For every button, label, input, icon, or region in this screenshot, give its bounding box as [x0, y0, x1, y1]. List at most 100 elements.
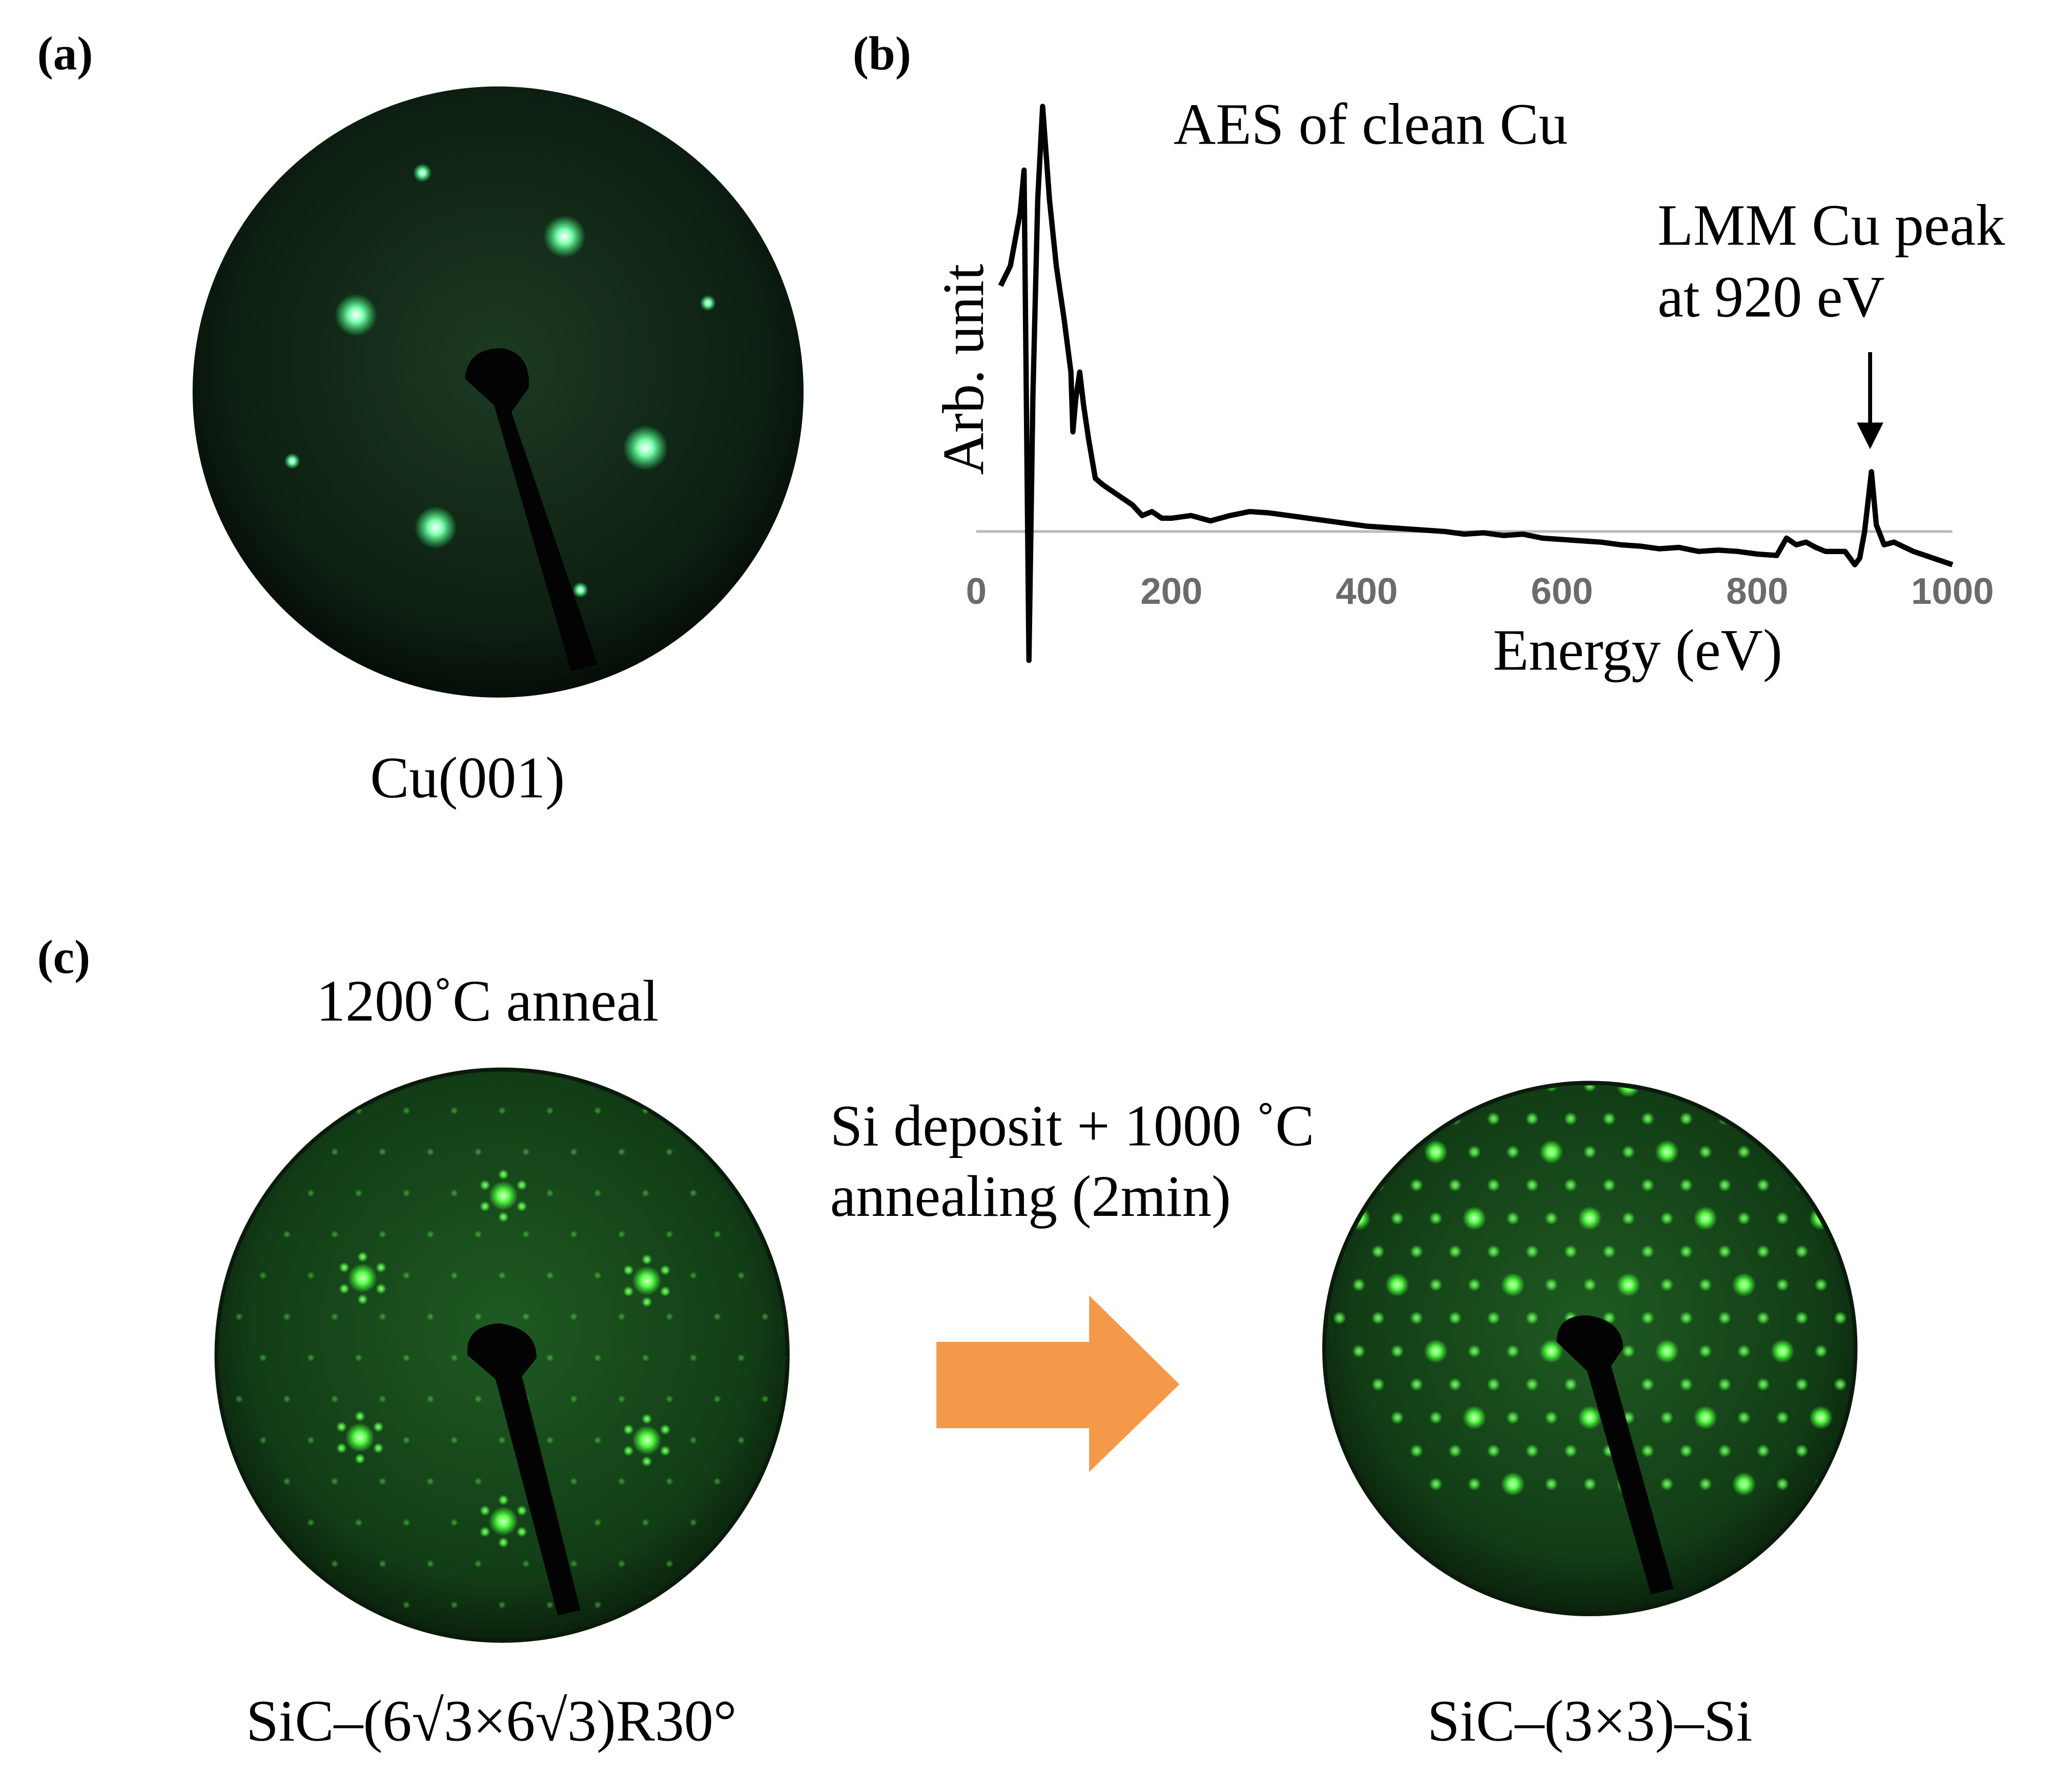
diffraction-spot [1756, 1046, 1770, 1059]
diffraction-spot [516, 1505, 527, 1516]
diffraction-spot [1256, 979, 1269, 992]
diffraction-spot [339, 1283, 350, 1294]
diffraction-spot [1487, 1112, 1501, 1126]
diffraction-spot [1525, 1444, 1539, 1458]
diffraction-spot [1718, 1046, 1731, 1059]
diffraction-spot [1467, 1344, 1481, 1358]
diffraction-spot [1467, 1477, 1481, 1491]
diffraction-spot [1833, 1377, 1847, 1391]
chart-title: AES of clean Cu [1174, 91, 1568, 156]
diffraction-spot [1886, 1339, 1910, 1363]
diffraction-spot [1814, 1278, 1828, 1292]
diffraction-spot [498, 1211, 509, 1223]
spots-c-right [1140, 941, 2020, 1496]
diffraction-spot [1217, 1046, 1230, 1059]
diffraction-spot [498, 1107, 506, 1115]
diffraction-spot [1655, 941, 1679, 965]
diffraction-spot [2007, 1411, 2020, 1424]
diffraction-spot [1660, 1278, 1674, 1292]
diffraction-spot [1987, 1378, 2001, 1391]
diffraction-spot [1814, 1145, 1828, 1159]
diffraction-spot [426, 1148, 435, 1156]
diffraction-spot [641, 1354, 650, 1362]
diffraction-spot [479, 1505, 490, 1516]
diffraction-spot [354, 1354, 363, 1362]
diffraction-spot [218, 1107, 219, 1115]
diffraction-spot [1525, 1245, 1539, 1258]
diffraction-spot [402, 1354, 411, 1362]
diffraction-spot [1410, 979, 1423, 992]
diffraction-spot [1795, 1046, 1809, 1059]
diffraction-spot [880, 1518, 889, 1527]
diffraction-spot [1718, 1444, 1732, 1458]
diffraction-spot [1564, 1444, 1577, 1458]
diffraction-spot [689, 1271, 697, 1279]
diffraction-spot [259, 1354, 267, 1362]
diffraction-spot [593, 1601, 602, 1609]
diffraction-spot [1140, 979, 1154, 992]
diffraction-spot [1539, 1139, 1564, 1164]
diffraction-spot [1545, 1278, 1558, 1292]
diffraction-spot [1564, 1377, 1577, 1391]
diffraction-spot [283, 1477, 291, 1485]
diffraction-spot [1540, 941, 1564, 965]
process-arrow [936, 1295, 1180, 1472]
diffraction-spot [618, 1148, 626, 1156]
diffraction-spot [1660, 1211, 1674, 1225]
diffraction-spot [1776, 1211, 1789, 1225]
diffraction-spot [1718, 1245, 1732, 1258]
diffraction-spot [641, 1456, 652, 1467]
diffraction-spot [139, 1230, 148, 1238]
diffraction-spot [235, 1148, 243, 1156]
diffraction-spot [1756, 1112, 1770, 1126]
diffraction-spot [1487, 1245, 1501, 1258]
diffraction-spot [1911, 1444, 1924, 1457]
diffraction-spot [348, 1263, 378, 1293]
diffraction-spot [1564, 1112, 1577, 1126]
diffraction-spot [479, 1179, 490, 1191]
diffraction-spot [402, 1189, 411, 1197]
diffraction-spot [1333, 1046, 1346, 1059]
diffraction-spot [689, 1436, 697, 1444]
diffraction-spot [1679, 1377, 1693, 1391]
diffraction-spot [522, 1230, 530, 1238]
diffraction-spot [660, 1265, 671, 1276]
diffraction-spot [115, 1107, 124, 1115]
diffraction-spot [1872, 1378, 1885, 1391]
diffraction-spot [1776, 1411, 1789, 1424]
diffraction-spot [354, 1189, 363, 1197]
diffraction-spot [354, 1518, 363, 1527]
diffraction-spot [1371, 1311, 1385, 1325]
diffraction-spot [1737, 946, 1751, 959]
diffraction-spot [857, 1560, 865, 1568]
diffraction-spot [1833, 1311, 1847, 1325]
diffraction-spot [1930, 1477, 1943, 1491]
diffraction-spot [546, 1601, 554, 1609]
diffraction-spot [660, 1286, 671, 1297]
diffraction-spot [1737, 1344, 1751, 1358]
diffraction-spot [1410, 1178, 1423, 1192]
diffraction-spot [488, 1507, 518, 1536]
diffraction-spot [623, 1286, 634, 1297]
diffraction-spot [235, 1395, 243, 1403]
diffraction-spot [426, 1477, 435, 1485]
diffraction-spot [1429, 1278, 1443, 1292]
diffraction-spot [1506, 946, 1520, 959]
diffraction-spot [1699, 946, 1712, 959]
diffraction-spot [339, 1262, 350, 1273]
diffraction-spot [1371, 1112, 1385, 1126]
diffraction-spot [833, 1601, 841, 1609]
diffraction-spot [498, 1169, 509, 1180]
diffraction-spot [479, 1201, 490, 1212]
diffraction-spot [1737, 1411, 1751, 1424]
diffraction-spot [354, 1453, 365, 1464]
arrow-text: annealing (2min) [830, 1164, 1231, 1229]
diffraction-spot [283, 1395, 291, 1403]
diffraction-spot [522, 1312, 530, 1321]
diffraction-spot [1853, 1411, 1866, 1424]
diffraction-spot [1776, 1012, 1789, 1026]
diffraction-spot [235, 1312, 243, 1321]
diffraction-spot [187, 1148, 195, 1156]
diffraction-spot [1429, 1477, 1443, 1491]
diffraction-spot [1564, 1046, 1577, 1059]
